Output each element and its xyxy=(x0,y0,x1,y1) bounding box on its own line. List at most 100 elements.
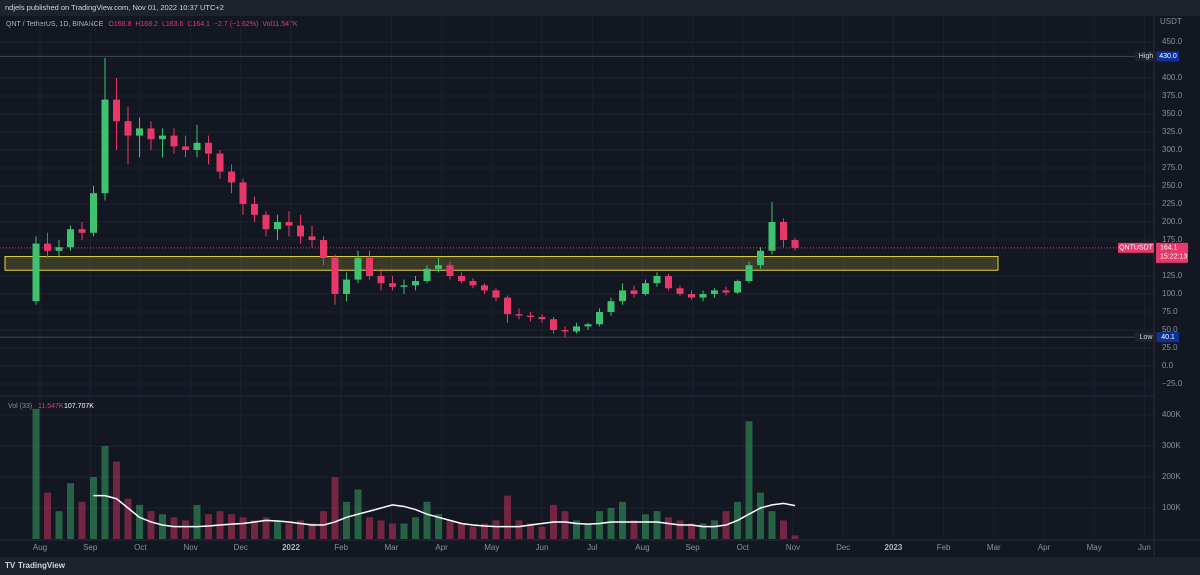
candle-body xyxy=(285,222,293,226)
candle-body xyxy=(711,290,718,294)
volume-bar xyxy=(676,520,684,539)
x-tick-label: Apr xyxy=(1038,543,1051,552)
y-tick-label: 175.0 xyxy=(1162,235,1183,244)
volume-bar xyxy=(492,520,500,539)
candle-body xyxy=(446,265,454,276)
marker-label: Low xyxy=(1140,334,1154,341)
volume-bar xyxy=(32,408,40,539)
volume-bar xyxy=(67,483,74,539)
y-tick-label: 200.0 xyxy=(1162,217,1183,226)
legend-value: C164.1 xyxy=(187,21,210,28)
volume-bar xyxy=(412,517,419,539)
candle-body xyxy=(400,285,408,287)
volume-bar xyxy=(274,520,281,539)
candle-body xyxy=(469,281,477,286)
volume-bar xyxy=(136,504,143,539)
x-tick-label: 2022 xyxy=(282,543,300,552)
y-tick-label: −25.0 xyxy=(1162,379,1183,388)
top-bar xyxy=(0,0,1200,16)
volume-bar xyxy=(101,446,109,539)
volume-bar xyxy=(78,501,86,539)
volume-bar xyxy=(791,535,799,539)
candle-body xyxy=(308,236,316,240)
x-tick-label: Nov xyxy=(183,543,197,552)
volume-bar xyxy=(251,520,258,539)
y-tick-label: 300.0 xyxy=(1162,145,1183,154)
y-tick-label: 250.0 xyxy=(1162,181,1183,190)
candle-body xyxy=(44,243,51,251)
brand-logo: TV xyxy=(5,561,16,570)
volume-legend: Vol (33) xyxy=(8,403,32,410)
candle-body xyxy=(757,250,764,266)
volume-bar xyxy=(688,523,695,539)
y-tick-label: 275.0 xyxy=(1162,163,1183,172)
x-tick-label: Feb xyxy=(937,543,951,552)
candle-body xyxy=(561,330,569,332)
volume-bar xyxy=(504,495,511,539)
volume-bar xyxy=(538,526,546,539)
marker-value: 430.0 xyxy=(1159,53,1177,60)
candle-body xyxy=(331,258,339,294)
footer xyxy=(0,557,1200,575)
support-zone xyxy=(4,256,999,271)
candle-body xyxy=(228,171,235,183)
volume-bar xyxy=(124,498,132,539)
y-tick-label: 0.0 xyxy=(1162,361,1174,370)
candle-body xyxy=(354,258,362,280)
candle-body xyxy=(630,290,638,294)
candle-body xyxy=(515,314,523,316)
x-tick-label: Mar xyxy=(987,543,1001,552)
candle-body xyxy=(147,128,155,140)
marker-tag xyxy=(1157,332,1179,343)
volume-bar xyxy=(757,492,764,539)
volume-bar xyxy=(619,501,626,539)
brand: TradingView xyxy=(18,561,66,570)
y-tick-label: 400.0 xyxy=(1162,73,1183,82)
x-tick-label: Jun xyxy=(536,543,549,552)
marker-tag xyxy=(1135,51,1157,62)
x-tick-label: Oct xyxy=(134,543,147,552)
y-tick-label: 125.0 xyxy=(1162,271,1183,280)
x-tick-label: May xyxy=(1087,543,1102,552)
volume-bar xyxy=(561,511,569,539)
legend-value: L163.6 xyxy=(162,21,184,28)
x-tick-label: Aug xyxy=(635,543,649,552)
candle-body xyxy=(745,265,753,282)
y-tick-label: 375.0 xyxy=(1162,91,1183,100)
candle-body xyxy=(366,258,373,276)
candle-body xyxy=(734,281,741,293)
y-tick-label: 50.0 xyxy=(1162,325,1178,334)
candle-body xyxy=(113,99,120,122)
candle-body xyxy=(136,128,143,136)
x-tick-label: Feb xyxy=(334,543,348,552)
candle-body xyxy=(688,294,695,298)
x-tick-label: Apr xyxy=(435,543,448,552)
volume-bar xyxy=(377,520,385,539)
candle-body xyxy=(193,142,201,150)
countdown-label: 15:22:13 xyxy=(1160,254,1187,261)
volume-bar xyxy=(228,514,235,539)
x-tick-label: Mar xyxy=(385,543,399,552)
volume-bar xyxy=(596,511,603,539)
candle-body xyxy=(676,288,684,294)
volume-bar xyxy=(653,511,661,539)
y-unit: USDT xyxy=(1160,17,1182,26)
volume-bar xyxy=(147,511,155,539)
candle-body xyxy=(159,135,166,140)
volume-bar xyxy=(193,504,201,539)
candle-body xyxy=(423,268,431,282)
volume-tick-label: 300K xyxy=(1162,441,1181,450)
x-tick-label: Sep xyxy=(83,543,98,552)
volume-bar xyxy=(630,520,638,539)
candle-body xyxy=(67,229,74,248)
candle-body xyxy=(573,326,580,332)
price-label: 164.1 xyxy=(1160,245,1178,252)
candle-body xyxy=(274,222,281,230)
legend-value: −2.7 (−1.62%) xyxy=(214,21,258,28)
volume-bar xyxy=(515,520,523,539)
volume-bar xyxy=(159,514,166,539)
volume-bar xyxy=(44,492,51,539)
volume-bar xyxy=(665,517,672,539)
volume-bar xyxy=(170,517,178,539)
volume-bar xyxy=(607,508,615,539)
